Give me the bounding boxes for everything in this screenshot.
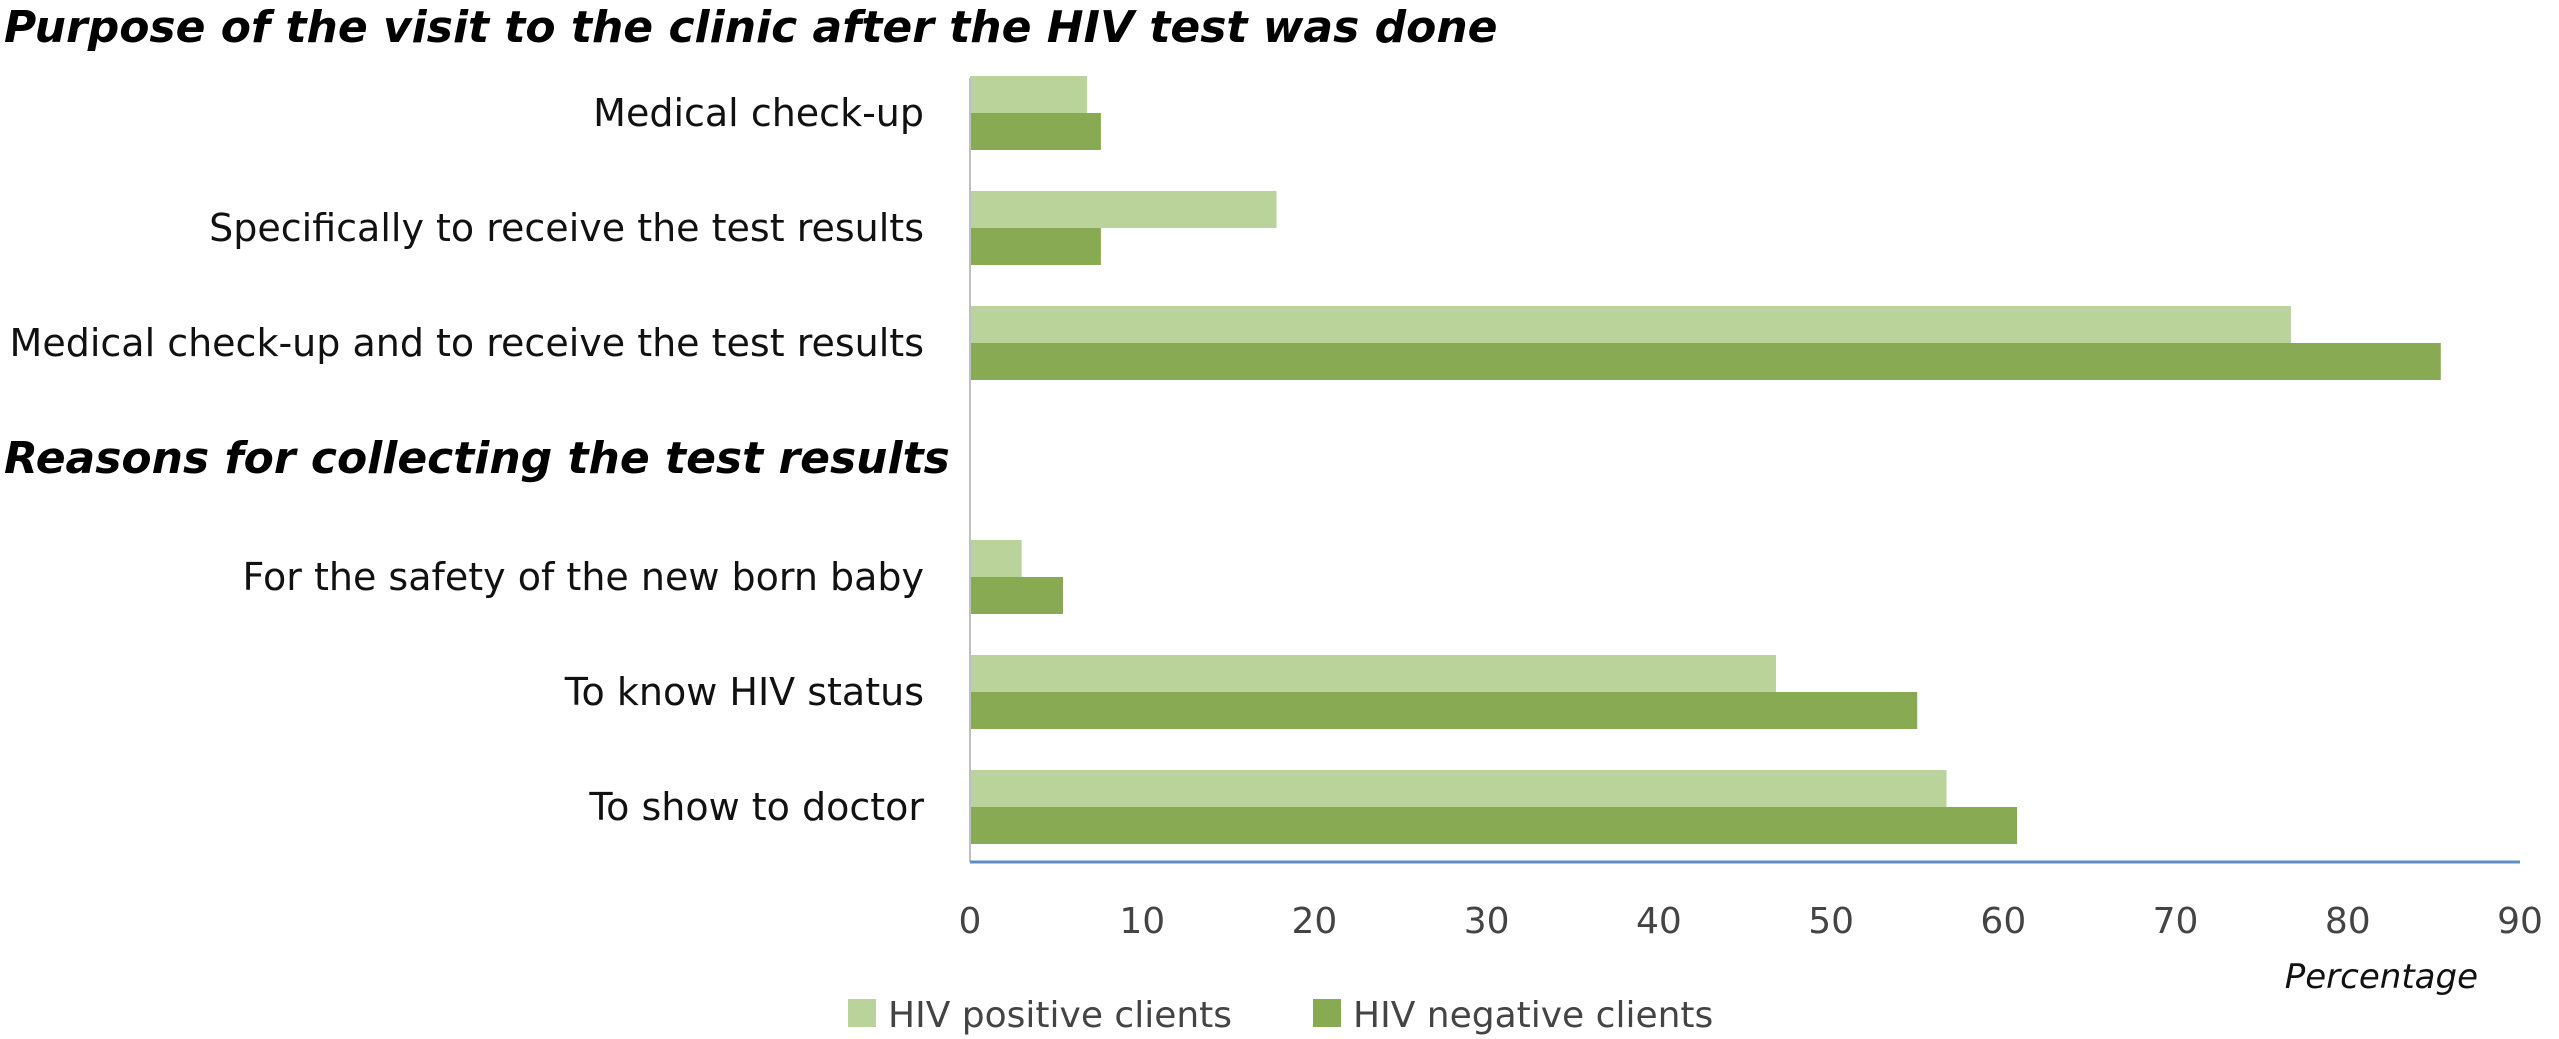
category-label: Medical check-up and to receive the test… [10, 321, 924, 365]
bar-hiv-negative [970, 692, 1918, 729]
x-tick-label: 20 [1292, 901, 1338, 942]
x-tick-label: 50 [1808, 901, 1854, 942]
x-tick-label: 60 [1980, 901, 2026, 942]
legend-label-hiv-negative: HIV negative clients [1353, 995, 1713, 1036]
bar-hiv-positive [970, 540, 1022, 577]
x-tick-label: 90 [2497, 901, 2543, 942]
legend-label-hiv-positive: HIV positive clients [888, 995, 1232, 1036]
category-label: Specifically to receive the test results [209, 206, 924, 250]
bar-hiv-positive [970, 655, 1776, 692]
bar-hiv-negative [970, 228, 1101, 265]
category-label: To know HIV status [564, 670, 924, 714]
bar-hiv-positive [970, 76, 1088, 113]
category-label: Medical check-up [593, 91, 924, 135]
x-tick-label: 40 [1636, 901, 1682, 942]
bar-hiv-negative [970, 343, 2441, 380]
category-label: For the safety of the new born baby [243, 555, 924, 599]
bar-hiv-negative [970, 807, 2018, 844]
x-axis-title: Percentage [2285, 957, 2478, 997]
legend-swatch-hiv-negative [1313, 999, 1341, 1027]
bar-hiv-negative [970, 113, 1101, 150]
x-tick-label: 0 [959, 901, 982, 942]
x-tick-label: 10 [1119, 901, 1165, 942]
bar-hiv-positive [970, 770, 1947, 807]
legend-swatch-hiv-positive [848, 999, 876, 1027]
section-title-1: Purpose of the visit to the clinic after… [4, 2, 1498, 53]
x-tick-label: 70 [2153, 901, 2199, 942]
x-tick-label: 80 [2325, 901, 2371, 942]
section-title-2: Reasons for collecting the test results [4, 433, 950, 484]
bar-hiv-positive [970, 306, 2291, 343]
bar-hiv-negative [970, 577, 1063, 614]
x-tick-label: 30 [1464, 901, 1510, 942]
category-label: To show to doctor [588, 785, 924, 829]
bar-hiv-positive [970, 191, 1277, 228]
